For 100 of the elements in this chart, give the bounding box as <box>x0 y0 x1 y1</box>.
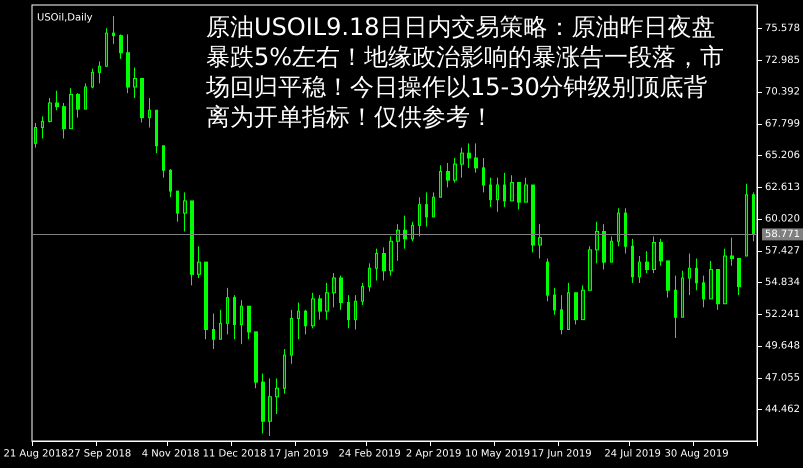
candlestick <box>311 292 315 329</box>
x-tick-label: 21 Aug 2018 <box>4 448 68 460</box>
candlestick <box>752 192 755 242</box>
candlestick <box>290 309 293 364</box>
candlestick <box>361 282 364 306</box>
candlestick <box>204 262 208 340</box>
candlestick <box>297 302 300 340</box>
candlestick <box>105 28 108 67</box>
candlestick <box>62 102 66 139</box>
candlestick <box>76 92 80 118</box>
candlestick <box>666 260 670 298</box>
candlestick <box>610 236 613 263</box>
y-tick-label: 52.241 <box>765 308 800 320</box>
candlestick <box>503 172 506 208</box>
candlestick <box>133 66 137 99</box>
y-tick-label: 47.055 <box>765 372 800 384</box>
y-tick-label: 44.462 <box>765 404 800 416</box>
candlestick <box>553 287 556 316</box>
y-tick-label: 62.613 <box>765 182 800 193</box>
candlestick <box>233 294 236 340</box>
candlestick <box>709 260 713 300</box>
candlestick <box>418 196 421 237</box>
candlestick <box>332 272 336 308</box>
candlestick <box>567 282 570 330</box>
candlestick <box>681 270 684 318</box>
candlestick <box>55 90 59 111</box>
candlestick <box>702 275 705 308</box>
candlestick <box>84 82 87 110</box>
x-tick-label: 4 Nov 2018 <box>142 448 200 460</box>
y-tick-label: 54.834 <box>765 277 800 288</box>
candlestick <box>510 174 514 202</box>
candlestick <box>176 190 179 222</box>
candlestick <box>453 158 457 184</box>
candlestick <box>197 246 201 279</box>
candlestick <box>34 122 37 148</box>
candlestick <box>268 378 272 436</box>
candlestick <box>489 177 492 208</box>
candlestick <box>354 294 357 330</box>
candlestick <box>368 262 371 292</box>
x-tick-label: 11 Dec 2018 <box>202 448 267 460</box>
candlestick <box>389 236 393 276</box>
candlestick <box>304 309 307 335</box>
candlestick <box>432 192 435 218</box>
y-tick-label: 60.020 <box>765 214 800 225</box>
candlestick <box>169 168 172 198</box>
candlestick <box>645 250 649 274</box>
candlestick <box>560 294 563 335</box>
candlestick <box>190 200 194 286</box>
y-tick-label: 49.648 <box>765 340 800 352</box>
candlestick <box>247 306 251 340</box>
candlestick <box>91 68 94 89</box>
x-tick-label: 17 Jun 2019 <box>531 448 592 460</box>
candlestick <box>446 162 450 188</box>
candlestick <box>538 224 542 259</box>
y-tick-label: 70.392 <box>765 86 800 98</box>
candlestick <box>460 147 464 178</box>
candlestick <box>155 110 158 154</box>
candlestick <box>396 224 400 262</box>
candlestick <box>112 16 115 45</box>
candlestick <box>602 224 606 270</box>
candlestick <box>652 236 656 274</box>
candlestick <box>148 98 151 128</box>
candlestick <box>69 88 73 130</box>
candlestick <box>425 192 428 228</box>
candlestick <box>439 164 442 198</box>
candlestick <box>183 192 187 232</box>
candlestick <box>226 287 229 335</box>
candlestick <box>403 215 407 250</box>
candlestick <box>659 238 663 266</box>
candlestick <box>254 331 258 389</box>
x-tick-label: 24 Jul 2019 <box>604 448 661 460</box>
candlestick <box>546 258 549 302</box>
x-tick-label: 30 Aug 2019 <box>664 448 729 460</box>
candlestick <box>617 208 620 247</box>
candlestick <box>716 268 720 310</box>
candlestick <box>588 246 592 291</box>
candlestick <box>730 237 734 266</box>
candlestick <box>723 248 727 304</box>
candlestick <box>119 34 123 60</box>
candlestick <box>745 183 748 256</box>
candlestick <box>240 300 243 345</box>
y-tick-label: 67.799 <box>765 118 800 130</box>
y-tick-label: 65.206 <box>765 150 800 162</box>
candlestick <box>474 142 478 174</box>
candlestick <box>467 142 471 168</box>
candlestick <box>574 292 578 326</box>
x-tick-label: 10 May 2019 <box>464 448 530 460</box>
x-tick-label: 27 Sep 2018 <box>68 448 132 460</box>
candlestick <box>339 275 343 310</box>
candlestick <box>347 294 350 329</box>
candlestick <box>581 284 585 320</box>
candlestick <box>688 253 691 296</box>
candlestick <box>126 34 130 94</box>
candlestick <box>595 221 599 264</box>
candlestick <box>325 282 329 320</box>
candlestick <box>375 248 378 281</box>
annotation: USOil,Daily <box>37 12 93 24</box>
candlestick <box>318 294 322 320</box>
candlestick <box>482 158 485 193</box>
x-tick-label: 24 Feb 2019 <box>338 448 401 460</box>
